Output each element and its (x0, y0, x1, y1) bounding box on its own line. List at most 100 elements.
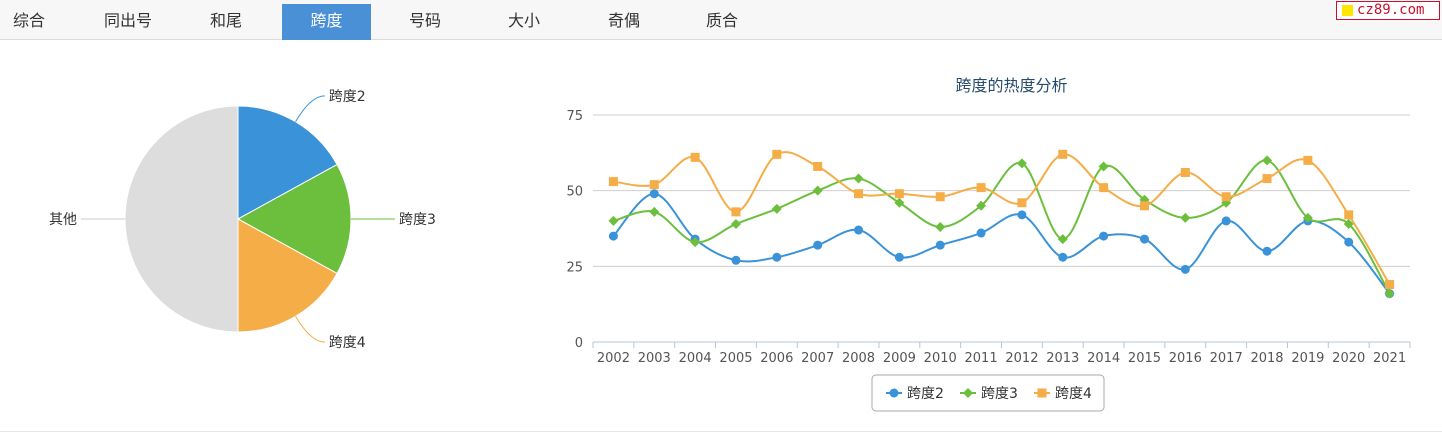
pie-slice (236, 163, 352, 275)
pie-label: 跨度2 (329, 89, 366, 105)
pie-label: 跨度3 (399, 212, 436, 228)
data-point (1058, 252, 1068, 262)
data-point (976, 200, 987, 211)
series-circle (608, 189, 1395, 299)
line-chart: 跨度的热度分析 0 25 50 75 2002 2003 2004 2005 2006 2007 20… (566, 76, 1411, 412)
legend-marker (1037, 388, 1047, 398)
legend-box (871, 374, 1105, 412)
divider (0, 431, 1442, 432)
pie-label: 跨度4 (329, 335, 366, 351)
y-tick-label: 25 (566, 260, 583, 275)
data-point (812, 185, 823, 196)
site-logo[interactable]: cz89.com (1336, 1, 1440, 20)
data-point (1221, 192, 1231, 202)
pie-connector (295, 316, 325, 343)
data-point (813, 240, 823, 250)
x-tick-label: 2004 (679, 351, 712, 366)
x-tick-label: 2015 (1128, 351, 1161, 366)
data-point (935, 221, 946, 232)
data-point (894, 252, 904, 262)
legend-label: 跨度3 (981, 386, 1018, 402)
legend: 跨度2 跨度3 跨度4 (871, 374, 1105, 412)
data-point (1180, 168, 1190, 178)
chart-title: 跨度的热度分析 (955, 76, 1067, 95)
data-point (1017, 198, 1027, 208)
data-point (1344, 210, 1354, 220)
data-point (1139, 234, 1149, 244)
tab-sum-tail[interactable]: 和尾 (209, 11, 242, 30)
data-point (1139, 201, 1149, 211)
tab-odd-even[interactable]: 奇偶 (607, 11, 640, 30)
x-tick-label: 2009 (883, 351, 916, 366)
data-point (731, 255, 741, 265)
data-point (1180, 212, 1191, 223)
tab-number[interactable]: 号码 (408, 11, 441, 30)
data-point (1098, 161, 1109, 172)
data-point (690, 237, 701, 248)
data-point (772, 252, 782, 262)
y-tick-label: 0 (575, 336, 583, 351)
data-point (1221, 216, 1231, 226)
data-point (771, 203, 782, 214)
tab-overview[interactable]: 综合 (12, 11, 45, 30)
x-tick-label: 2011 (965, 351, 998, 366)
x-tick-label: 2016 (1169, 351, 1202, 366)
data-point (772, 149, 782, 159)
data-point (854, 189, 864, 199)
data-point (730, 218, 741, 229)
x-tick-label: 2019 (1291, 351, 1324, 366)
x-tick-label: 2007 (801, 351, 834, 366)
data-point (649, 180, 659, 190)
data-point (935, 240, 945, 250)
data-point (1343, 218, 1354, 229)
data-point (894, 197, 905, 208)
data-point (935, 192, 945, 202)
tab-span[interactable]: 跨度 (282, 4, 371, 40)
series-line (613, 151, 1391, 285)
data-point (1057, 234, 1068, 245)
data-point (1385, 279, 1395, 289)
data-point (1344, 237, 1354, 247)
data-point (853, 173, 864, 184)
x-tick-label: 2003 (638, 351, 671, 366)
data-point (1099, 231, 1109, 241)
pie-label: 其他 (49, 212, 77, 228)
x-tick-label: 2008 (842, 351, 875, 366)
data-point (608, 177, 618, 187)
data-point (731, 207, 741, 217)
legend-marker (889, 388, 899, 398)
data-point (1262, 174, 1272, 184)
data-point (1262, 246, 1272, 256)
data-point (690, 152, 700, 162)
y-tick-label: 75 (566, 109, 583, 124)
pie-chart: 跨度2 跨度3 跨度4 其他 (49, 89, 436, 351)
y-tick-label: 50 (566, 185, 583, 200)
data-point (813, 161, 823, 171)
data-point (1262, 155, 1273, 166)
x-tick-label: 2010 (924, 351, 957, 366)
data-point (1180, 264, 1190, 274)
x-tick-label: 2013 (1046, 351, 1079, 366)
series-line (613, 159, 1391, 295)
x-tick-label: 2006 (760, 351, 793, 366)
legend-marker (963, 388, 973, 398)
data-point (976, 228, 986, 238)
x-tick-label: 2020 (1332, 351, 1365, 366)
data-point (1099, 183, 1109, 193)
logo-text: cz89.com (1357, 2, 1425, 18)
data-point (1384, 288, 1395, 299)
data-point (649, 189, 659, 199)
tab-same-numbers[interactable]: 同出号 (103, 11, 152, 30)
tab-bar: 综合 同出号 和尾 跨度 号码 大小 奇偶 质合 cz89.com (0, 0, 1442, 40)
data-point (1302, 212, 1313, 223)
data-point (1303, 155, 1313, 165)
data-point (1017, 210, 1027, 220)
data-point (1058, 149, 1068, 159)
legend-label: 跨度2 (907, 386, 944, 402)
pie-connector (295, 95, 325, 122)
logo-square-icon (1342, 5, 1353, 16)
data-point (894, 189, 904, 199)
tab-prime-composite[interactable]: 质合 (705, 11, 738, 30)
data-point (608, 231, 618, 241)
tab-big-small[interactable]: 大小 (507, 11, 540, 30)
